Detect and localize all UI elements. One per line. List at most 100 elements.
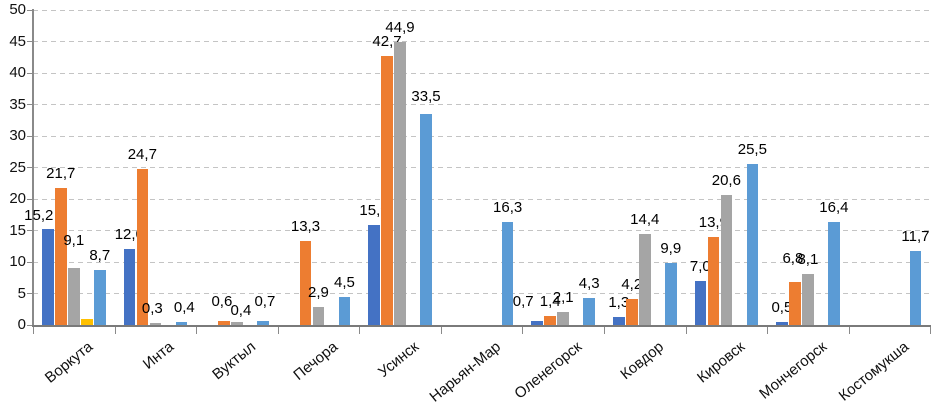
category-label-Мончегорск: Мончегорск [756,338,831,403]
bar-series-orange-Вуктыл [218,321,230,325]
bar-series-light-blue-Костомукша [909,251,922,325]
bar-series-light-blue-Мончегорск [828,221,840,325]
data-label-series-dark-blue-Ковдор: 1,3 [608,293,630,311]
data-label-series-gray-Усинск: 44,9 [385,19,415,37]
y-tick-label-10: 10 [9,253,26,270]
bar-series-light-blue-Кировск [746,164,759,325]
bar-series-orange-Оленегорск [544,316,556,325]
bar-series-light-blue-Оленегорск [583,297,595,325]
bar-series-gray-Вуктыл [231,322,243,325]
bar-series-gray-Оленегорск [557,311,569,325]
y-axis-tick-35 [27,104,33,105]
bar-series-dark-blue-Кировск [694,280,707,325]
data-label-series-dark-blue-Воркута: 15,2 [24,207,54,225]
y-tick-label-35: 35 [9,95,26,113]
bar-series-gray-Кировск [720,195,733,325]
bar-series-gray-Воркута [68,267,80,325]
data-label-series-dark-blue-Кировск: 7,0 [689,257,711,275]
gridline-45 [33,41,931,42]
data-label-series-light-blue-Ковдор: 9,9 [660,239,682,257]
y-tick-label-30: 30 [9,127,26,144]
data-label-series-light-blue-Инта: 0,4 [173,299,195,317]
data-label-series-orange-Воркута: 21,7 [46,165,76,183]
gridline-15 [33,230,931,231]
x-axis-tick-8 [685,327,687,334]
y-axis-tick-10 [27,261,33,263]
y-tick-label-20: 20 [9,190,26,207]
category-label-Нарьян-Мар: Нарьян-Мар [426,338,504,406]
bar-series-light-blue-Усинск [420,113,432,325]
bar-series-orange-Усинск [381,55,393,325]
y-axis-tick-5 [27,293,33,294]
bar-series-orange-Воркута [55,188,67,325]
bar-series-dark-blue-Инта [123,249,136,325]
data-label-series-gray-Инта: 0,3 [141,300,163,318]
bar-series-light-blue-Инта [175,322,188,325]
bar-series-dark-blue-Мончегорск [776,321,788,325]
y-axis-tick-25 [27,167,33,168]
x-axis-tick-11 [930,327,932,334]
gridline-25 [33,167,931,168]
y-tick-label-40: 40 [9,64,26,81]
bar-series-dark-blue-Оленегорск [531,320,543,325]
y-tick-label-25: 25 [9,158,26,176]
bar-series-light-blue-Ковдор [665,262,677,325]
bar-series-orange-Ковдор [626,298,638,325]
gridline-50 [33,9,931,11]
x-axis [32,325,932,327]
data-label-series-light-blue-Вуктыл: 0,7 [254,292,276,310]
y-axis [32,9,34,326]
bar-series-light-blue-Вуктыл [257,320,269,325]
y-axis-tick-15 [27,230,33,231]
gridline-10 [33,261,931,263]
category-label-Усинск: Усинск [375,338,423,381]
bar-series-orange-Кировск [707,237,720,325]
y-axis-tick-40 [27,72,33,74]
data-label-series-orange-Мончегорск: 6,8 [782,250,804,268]
bar-series-gray-Печора [312,306,325,325]
bar-series-gray-Инта [149,323,162,325]
y-axis-tick-30 [27,135,33,137]
gridline-5 [33,293,931,294]
y-tick-label-45: 45 [9,32,26,50]
data-label-series-orange-Инта: 24,7 [127,146,157,164]
bar-series-orange-Мончегорск [789,282,801,325]
bar-series-gray-Ковдор [639,234,651,325]
data-label-series-gray-Вуктыл: 0,4 [230,302,252,320]
data-label-series-orange-Оленегорск: 1,4 [539,293,561,311]
data-label-series-orange-Ковдор: 4,2 [621,275,643,293]
bar-series-light-blue-Нарьян-Мар [501,222,514,325]
y-axis-tick-50 [27,9,33,11]
category-label-Кировск: Кировск [694,338,749,387]
category-label-Оленегорск: Оленегорск [511,338,586,403]
data-label-series-light-blue-Мончегорск: 16,4 [819,198,849,216]
y-axis-tick-20 [27,198,33,200]
data-label-series-orange-Вуктыл: 0,6 [211,293,233,311]
data-label-series-gray-Печора: 2,9 [308,283,329,301]
data-label-series-light-blue-Воркута: 8,7 [89,247,111,265]
gridline-20 [33,198,931,200]
x-axis-tick-7 [604,327,605,334]
x-axis-tick-10 [848,327,850,334]
category-label-Вуктыл: Вуктыл [209,338,259,384]
bar-series-gray-Мончегорск [802,273,814,325]
x-axis-tick-9 [767,327,769,334]
x-axis-tick-2 [196,327,198,334]
data-label-series-light-blue-Печора: 4,5 [334,273,355,291]
gridline-40 [33,72,931,74]
bar-series-light-blue-Воркута [94,270,106,325]
bar-series-orange-Печора [299,241,312,325]
data-label-series-light-blue-Кировск: 25,5 [737,141,767,159]
data-label-series-gray-Кировск: 20,6 [711,172,741,190]
x-axis-tick-4 [359,327,361,334]
bar-series-dark-blue-Воркута [42,229,54,325]
bar-series-dark-blue-Ковдор [613,316,625,325]
gridline-30 [33,135,931,137]
gridline-35 [33,104,931,105]
y-tick-label-0: 0 [17,316,26,333]
x-axis-tick-3 [277,327,279,334]
data-label-series-light-blue-Усинск: 33,5 [411,87,441,105]
category-label-Ковдор: Ковдор [617,338,667,384]
bar-series-light-blue-Печора [338,296,351,325]
